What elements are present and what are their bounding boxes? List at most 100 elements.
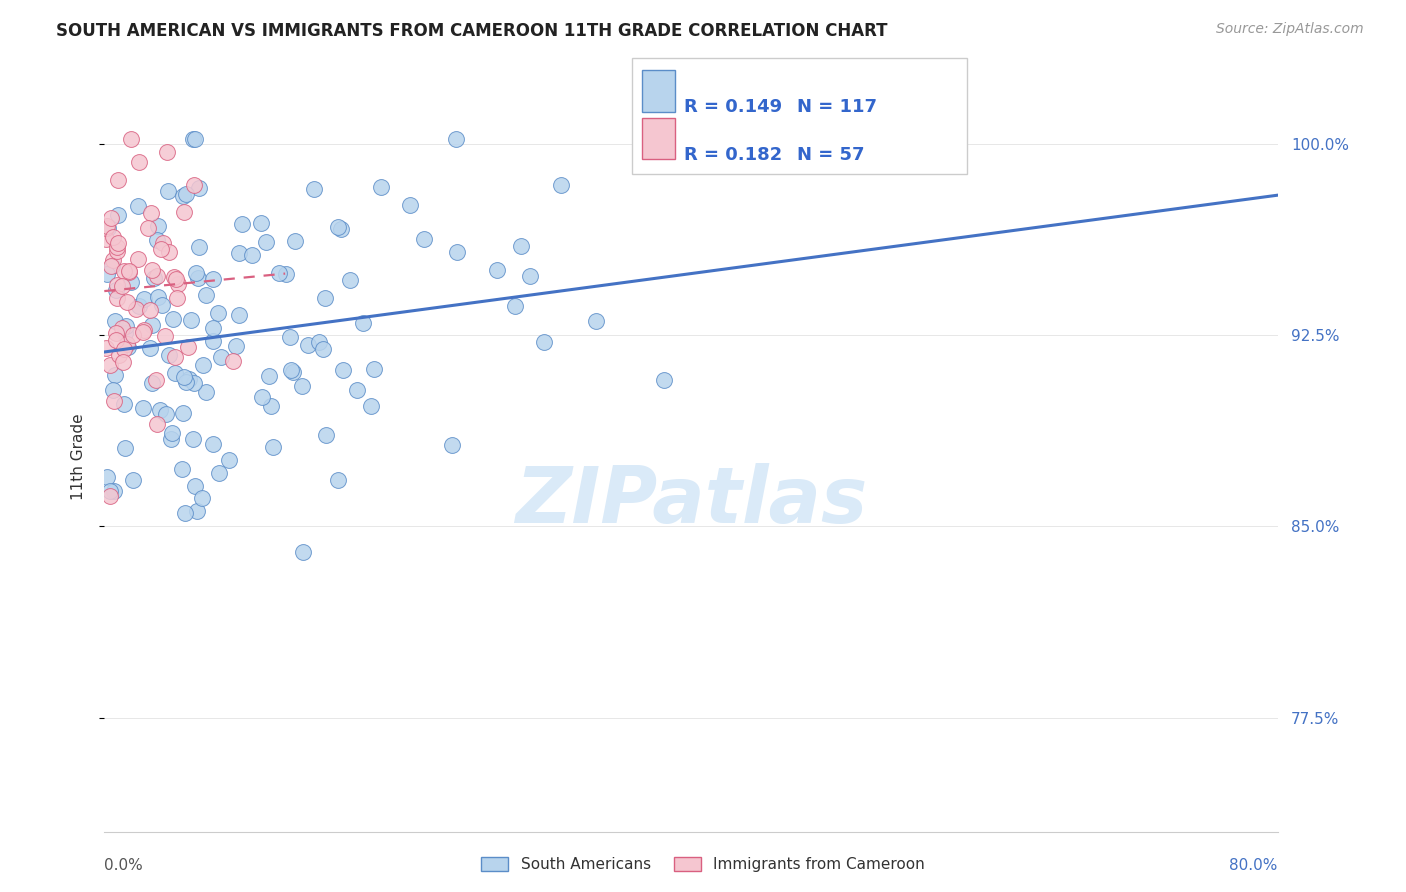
Point — [360, 399, 382, 413]
Point — [112, 354, 135, 368]
Point — [155, 407, 177, 421]
Point — [97, 220, 120, 235]
Point — [231, 217, 253, 231]
Point — [184, 132, 207, 146]
Point — [184, 266, 207, 280]
Point — [162, 312, 184, 326]
Point — [127, 199, 149, 213]
FancyBboxPatch shape — [633, 58, 967, 174]
Point — [440, 438, 463, 452]
Point — [139, 342, 162, 356]
Point — [250, 390, 273, 404]
Point — [117, 341, 139, 355]
Point — [96, 221, 118, 235]
Point — [339, 273, 361, 287]
Point — [174, 375, 197, 389]
Point — [107, 173, 129, 187]
Point — [157, 184, 180, 198]
Point — [107, 208, 129, 222]
Point — [297, 338, 319, 352]
Point — [180, 312, 202, 326]
Point — [510, 239, 533, 253]
Point — [112, 397, 135, 411]
Point — [155, 328, 177, 343]
Text: N = 57: N = 57 — [797, 145, 865, 163]
Point — [104, 326, 127, 340]
Point — [267, 267, 290, 281]
Point — [145, 269, 167, 284]
Text: R = 0.182: R = 0.182 — [683, 145, 782, 163]
Point — [148, 290, 170, 304]
Point — [101, 252, 124, 267]
Point — [228, 245, 250, 260]
Point — [148, 402, 170, 417]
Point — [104, 368, 127, 383]
Point — [314, 291, 336, 305]
Point — [141, 263, 163, 277]
Point — [177, 340, 200, 354]
Point — [207, 306, 229, 320]
Point — [101, 260, 124, 274]
Point — [280, 362, 302, 376]
Point — [173, 205, 195, 219]
Point — [302, 181, 325, 195]
Point — [172, 189, 194, 203]
Point — [533, 335, 555, 350]
Point — [188, 180, 211, 194]
Point — [152, 235, 174, 250]
Point — [105, 240, 128, 254]
Point — [120, 132, 142, 146]
Point — [291, 545, 314, 559]
Point — [96, 469, 118, 483]
Point — [128, 300, 150, 314]
Point — [173, 370, 195, 384]
Point — [122, 328, 145, 343]
Point — [257, 369, 280, 384]
Point — [181, 433, 204, 447]
Point — [105, 291, 128, 305]
Text: Source: ZipAtlas.com: Source: ZipAtlas.com — [1216, 22, 1364, 37]
Point — [370, 179, 392, 194]
Point — [118, 264, 141, 278]
Text: 0.0%: 0.0% — [104, 858, 143, 872]
Point — [193, 358, 215, 372]
Point — [96, 219, 118, 233]
Point — [186, 504, 208, 518]
Point — [157, 348, 180, 362]
Point — [209, 350, 232, 364]
Point — [112, 264, 135, 278]
FancyBboxPatch shape — [641, 70, 675, 112]
Point — [111, 279, 134, 293]
Point — [163, 350, 186, 364]
Y-axis label: 11th Grade: 11th Grade — [72, 413, 86, 500]
Text: SOUTH AMERICAN VS IMMIGRANTS FROM CAMEROON 11TH GRADE CORRELATION CHART: SOUTH AMERICAN VS IMMIGRANTS FROM CAMERO… — [56, 22, 887, 40]
Point — [225, 339, 247, 353]
Point — [100, 483, 122, 498]
Point — [315, 428, 337, 442]
Point — [256, 235, 278, 249]
Point — [94, 341, 117, 355]
Point — [127, 252, 149, 266]
Point — [202, 321, 225, 335]
Point — [128, 154, 150, 169]
Point — [145, 233, 167, 247]
Point — [160, 425, 183, 440]
Point — [519, 268, 541, 283]
Point — [131, 401, 153, 415]
Point — [101, 383, 124, 397]
Point — [222, 353, 245, 368]
Point — [132, 292, 155, 306]
Point — [260, 399, 283, 413]
Point — [183, 376, 205, 390]
Point — [188, 240, 211, 254]
Point — [163, 366, 186, 380]
Point — [103, 483, 125, 498]
Point — [150, 242, 173, 256]
Point — [399, 198, 422, 212]
Point — [201, 272, 224, 286]
Point — [191, 491, 214, 505]
Point — [281, 365, 304, 379]
Text: ZIPatlas: ZIPatlas — [515, 464, 868, 540]
Point — [172, 461, 194, 475]
Point — [104, 284, 127, 298]
